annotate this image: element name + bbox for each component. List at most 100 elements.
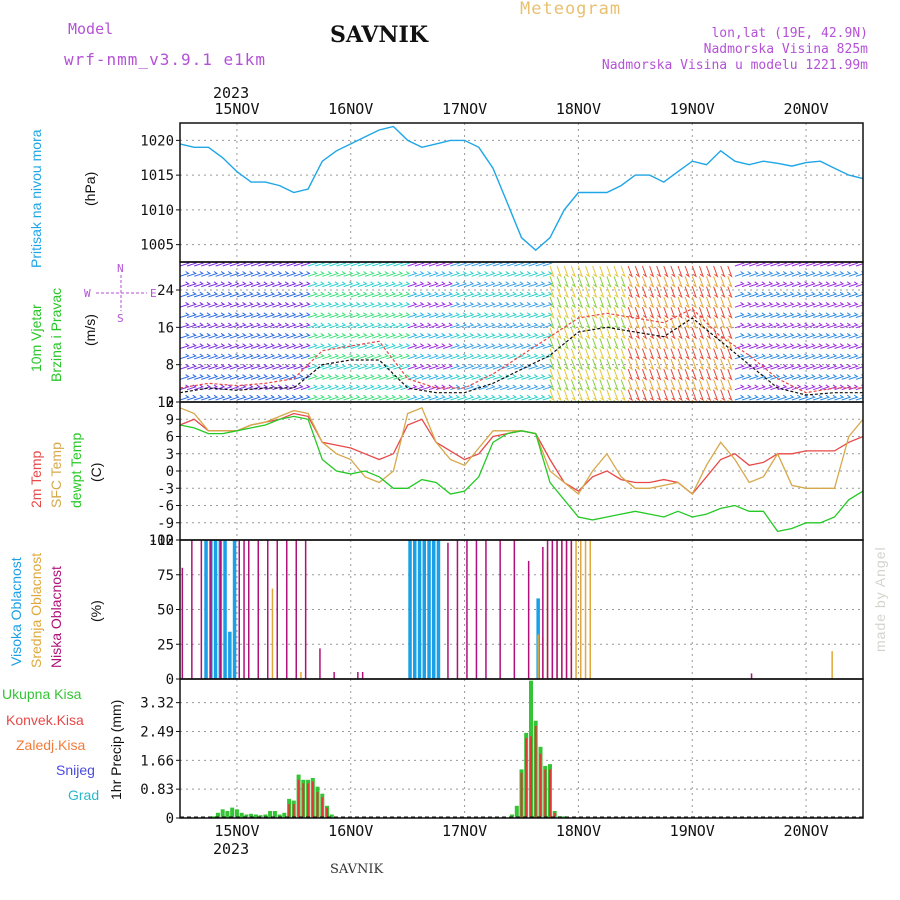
- wind-barb: [641, 317, 648, 330]
- wind-barb: [507, 343, 517, 349]
- wind-barb: [222, 322, 233, 329]
- wind-barb: [208, 271, 219, 277]
- wind-barb: [627, 338, 634, 350]
- wind-barb: [428, 332, 439, 339]
- total-precip-bar: [249, 813, 254, 818]
- wind-barb: [400, 353, 411, 360]
- y-tick-label: -9: [157, 516, 174, 532]
- wind-barb: [222, 332, 233, 339]
- wind-barb: [720, 286, 726, 299]
- wind-barb: [315, 332, 325, 339]
- wind-barb: [862, 316, 863, 318]
- wind-barb: [599, 276, 605, 288]
- wind-barb: [613, 358, 619, 371]
- wind-barb: [656, 327, 662, 340]
- legend-hail: Grad: [68, 787, 100, 803]
- wind-barb: [613, 317, 619, 330]
- wind-barb: [770, 384, 781, 391]
- wind-barb: [592, 358, 598, 371]
- wind-barb: [613, 265, 619, 278]
- wind-barb: [805, 281, 816, 288]
- wind-barb: [186, 322, 197, 329]
- wind-barb: [670, 348, 676, 361]
- wind-barb: [336, 363, 347, 370]
- wind-barb: [798, 281, 809, 288]
- wind-barb: [329, 374, 340, 380]
- wind-barb: [322, 394, 333, 401]
- wind-barb: [805, 322, 816, 329]
- x-tick-label-top: 15NOV: [214, 100, 259, 118]
- wind-barb: [407, 301, 418, 308]
- wind-barb: [756, 262, 766, 267]
- compass-w: W: [84, 287, 91, 300]
- wind-barb: [777, 363, 788, 370]
- wind-barb: [215, 301, 226, 308]
- wind-barb-field: [180, 262, 863, 402]
- wind-barb: [215, 363, 226, 370]
- wind-barb: [329, 271, 340, 277]
- x-tick-label-bottom: 17NOV: [442, 822, 487, 840]
- wind-barb: [215, 332, 226, 339]
- wind-barb: [307, 332, 318, 339]
- high-cloud-bar: [213, 540, 218, 679]
- wind-barb: [741, 291, 752, 298]
- wind-barb: [443, 312, 453, 318]
- wind-barb: [258, 343, 268, 349]
- wind-barb: [293, 363, 304, 370]
- high-cloud-bar: [436, 540, 441, 679]
- wind-barb: [542, 291, 553, 298]
- wind-barb: [243, 312, 254, 318]
- wind-barb: [186, 394, 197, 401]
- wind-barb: [734, 271, 745, 277]
- wind-barb: [820, 271, 831, 277]
- wind-barb: [763, 291, 774, 298]
- wind-barb: [698, 296, 705, 309]
- y-tick-label: 25: [157, 637, 174, 653]
- wind-barb: [556, 286, 562, 299]
- wind-barb: [379, 281, 389, 288]
- wind-barb: [577, 338, 584, 350]
- wind-barb: [322, 332, 333, 339]
- wind-barb: [749, 374, 759, 380]
- wind-barb: [848, 301, 859, 308]
- wind-barb: [827, 322, 838, 329]
- wind-barb: [464, 353, 475, 360]
- wind-barb: [556, 389, 562, 402]
- wind-barb: [556, 276, 562, 288]
- wind-barb: [229, 343, 240, 349]
- wind-barb: [599, 348, 605, 361]
- wind-barb: [215, 374, 226, 380]
- wind-barb: [307, 291, 318, 298]
- wind-barb: [279, 332, 290, 339]
- wind-barb: [798, 353, 809, 360]
- wind-barb: [770, 343, 781, 349]
- wind-barb: [784, 332, 795, 339]
- wind-barb: [656, 389, 662, 402]
- wind-barb: [435, 262, 446, 267]
- wind-barb: [706, 338, 712, 350]
- wind-barb: [443, 281, 453, 288]
- wind-barb: [243, 374, 254, 380]
- wind-barb: [713, 358, 719, 371]
- wind-barb: [208, 262, 219, 267]
- wind-barb: [777, 332, 788, 339]
- wind-barb: [343, 281, 354, 288]
- wind-barb: [770, 374, 781, 380]
- wind-barb: [300, 322, 311, 329]
- wind-barb: [756, 353, 766, 360]
- wind-barb: [670, 379, 676, 391]
- wind-barb: [279, 281, 290, 288]
- wind-barb: [435, 353, 446, 360]
- wind-barb: [585, 348, 591, 361]
- wind-barb: [414, 271, 425, 277]
- wind-barb: [634, 379, 641, 391]
- wind-barb: [535, 271, 546, 277]
- wind-barb: [371, 394, 382, 401]
- wind-barb: [265, 343, 276, 349]
- wind-barb: [201, 374, 212, 380]
- wind-barb: [322, 312, 333, 318]
- wind-barb: [507, 353, 517, 360]
- wind-barb: [258, 301, 268, 308]
- wind-barb: [464, 343, 475, 349]
- wind-barb: [734, 281, 745, 288]
